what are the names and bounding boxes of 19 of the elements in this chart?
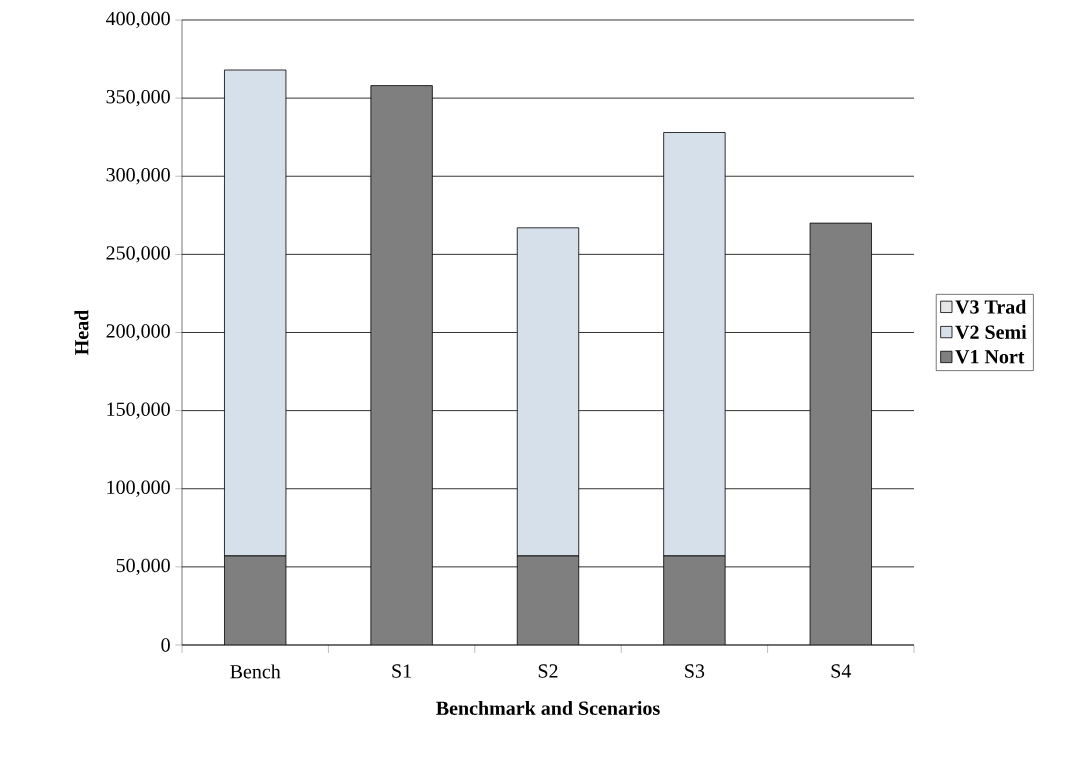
x-tick-label: S1: [392, 664, 411, 678]
y-tick-label: 400,000: [106, 11, 170, 29]
y-tick-label: 350,000: [106, 89, 170, 107]
legend-label: V1 Nort: [955, 350, 1025, 364]
legend-label: V2 Semi: [955, 324, 1027, 340]
y-tick-label: 300,000: [106, 168, 170, 185]
y-tick-label: 50,000: [116, 558, 170, 576]
y-tick-label: 100,000: [107, 480, 170, 497]
legend-label: V3 Trad: [955, 299, 1027, 314]
y-axis-title: Head: [74, 309, 89, 355]
x-tick-label: Bench: [230, 664, 281, 679]
x-axis-title: Benchmark and Scenarios: [436, 700, 660, 715]
y-tick-label: 200,000: [106, 324, 170, 341]
x-tick-label: S4: [831, 664, 852, 678]
y-tick-label: 0: [161, 638, 170, 652]
y-tick-label: 150,000: [107, 402, 170, 419]
x-tick-label: S3: [685, 664, 705, 678]
x-tick-label: S2: [538, 664, 558, 678]
y-tick-label: 250,000: [106, 246, 170, 263]
